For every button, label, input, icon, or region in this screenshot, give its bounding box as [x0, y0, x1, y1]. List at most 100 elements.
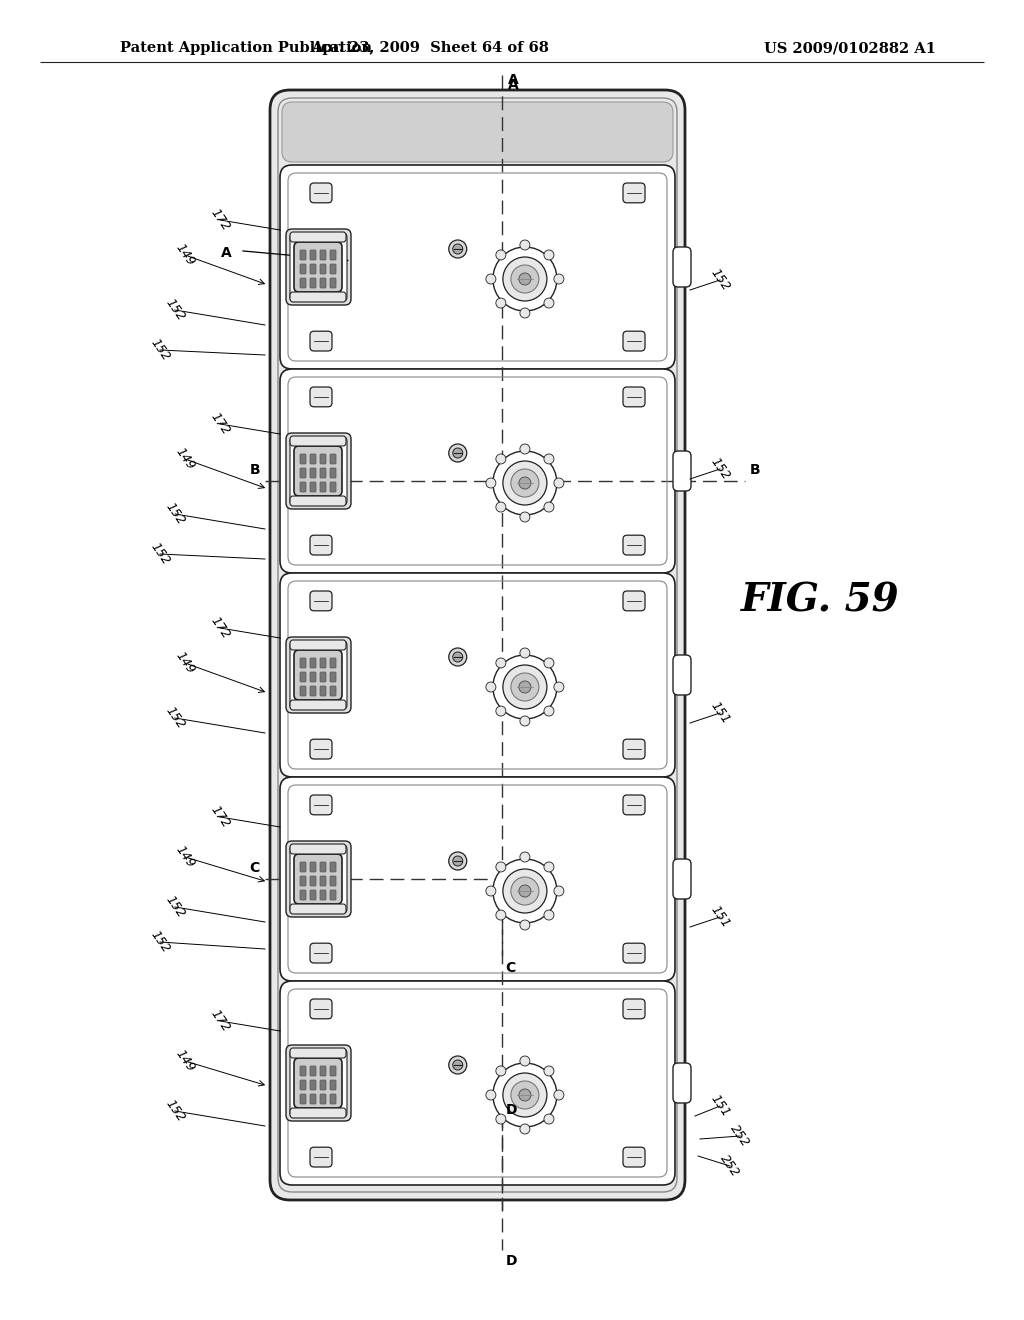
FancyBboxPatch shape [330, 469, 336, 478]
FancyBboxPatch shape [290, 1048, 346, 1059]
Circle shape [496, 657, 506, 668]
Circle shape [453, 1060, 463, 1071]
FancyBboxPatch shape [673, 451, 691, 491]
Circle shape [496, 1067, 506, 1076]
Text: Apr. 23, 2009  Sheet 64 of 68: Apr. 23, 2009 Sheet 64 of 68 [311, 41, 549, 55]
Text: 149: 149 [173, 242, 198, 268]
FancyBboxPatch shape [319, 454, 326, 465]
Text: 252: 252 [718, 1152, 742, 1180]
Text: 152: 152 [147, 337, 172, 363]
Text: 152: 152 [708, 267, 732, 293]
FancyBboxPatch shape [282, 102, 673, 162]
FancyBboxPatch shape [319, 482, 326, 492]
Circle shape [496, 862, 506, 873]
Circle shape [496, 909, 506, 920]
Text: 149: 149 [173, 649, 198, 677]
Text: FIG. 59: FIG. 59 [740, 581, 899, 619]
FancyBboxPatch shape [300, 862, 306, 873]
FancyBboxPatch shape [290, 436, 346, 446]
FancyBboxPatch shape [623, 999, 645, 1019]
FancyBboxPatch shape [330, 876, 336, 886]
FancyBboxPatch shape [330, 454, 336, 465]
FancyBboxPatch shape [310, 183, 332, 203]
Circle shape [519, 1089, 530, 1101]
FancyBboxPatch shape [319, 264, 326, 275]
FancyBboxPatch shape [310, 890, 316, 900]
FancyBboxPatch shape [310, 672, 316, 682]
Circle shape [493, 1063, 557, 1127]
FancyBboxPatch shape [330, 1067, 336, 1076]
Text: US 2009/0102882 A1: US 2009/0102882 A1 [764, 41, 936, 55]
Circle shape [554, 886, 564, 896]
FancyBboxPatch shape [290, 292, 346, 302]
Circle shape [554, 478, 564, 488]
Text: C: C [506, 961, 516, 974]
Circle shape [544, 1067, 554, 1076]
Circle shape [486, 886, 496, 896]
Circle shape [449, 648, 467, 667]
Circle shape [511, 1081, 539, 1109]
Circle shape [544, 909, 554, 920]
Circle shape [511, 265, 539, 293]
FancyBboxPatch shape [300, 876, 306, 886]
FancyBboxPatch shape [290, 845, 347, 913]
FancyBboxPatch shape [300, 279, 306, 288]
Text: 149: 149 [173, 1048, 198, 1074]
Circle shape [511, 469, 539, 498]
FancyBboxPatch shape [310, 535, 332, 554]
FancyBboxPatch shape [310, 876, 316, 886]
FancyBboxPatch shape [286, 638, 351, 713]
Circle shape [503, 257, 547, 301]
Text: 151: 151 [708, 700, 732, 726]
Circle shape [520, 512, 529, 521]
FancyBboxPatch shape [319, 249, 326, 260]
Circle shape [486, 478, 496, 488]
FancyBboxPatch shape [290, 496, 346, 506]
Circle shape [493, 655, 557, 719]
FancyBboxPatch shape [623, 183, 645, 203]
Text: 151: 151 [708, 1093, 732, 1119]
FancyBboxPatch shape [623, 944, 645, 964]
FancyBboxPatch shape [310, 1080, 316, 1090]
FancyBboxPatch shape [300, 1067, 306, 1076]
FancyBboxPatch shape [300, 1094, 306, 1104]
Text: Patent Application Publication: Patent Application Publication [120, 41, 372, 55]
Text: 152: 152 [163, 297, 187, 323]
Circle shape [554, 275, 564, 284]
Text: A: A [221, 246, 232, 260]
Text: 152: 152 [163, 894, 187, 920]
FancyBboxPatch shape [280, 573, 675, 777]
Circle shape [496, 706, 506, 715]
FancyBboxPatch shape [673, 655, 691, 696]
Circle shape [544, 862, 554, 873]
Circle shape [544, 454, 554, 463]
FancyBboxPatch shape [319, 890, 326, 900]
FancyBboxPatch shape [310, 686, 316, 696]
Circle shape [511, 876, 539, 906]
Circle shape [449, 851, 467, 870]
FancyBboxPatch shape [310, 279, 316, 288]
FancyBboxPatch shape [330, 264, 336, 275]
FancyBboxPatch shape [300, 264, 306, 275]
Circle shape [503, 1073, 547, 1117]
FancyBboxPatch shape [330, 482, 336, 492]
Circle shape [486, 682, 496, 692]
FancyBboxPatch shape [319, 1067, 326, 1076]
FancyBboxPatch shape [623, 591, 645, 611]
FancyBboxPatch shape [310, 999, 332, 1019]
Circle shape [519, 477, 530, 488]
FancyBboxPatch shape [319, 279, 326, 288]
FancyBboxPatch shape [330, 686, 336, 696]
Circle shape [453, 244, 463, 253]
FancyBboxPatch shape [623, 739, 645, 759]
FancyBboxPatch shape [310, 862, 316, 873]
FancyBboxPatch shape [310, 657, 316, 668]
FancyBboxPatch shape [294, 242, 342, 292]
FancyBboxPatch shape [310, 331, 332, 351]
Circle shape [496, 454, 506, 463]
FancyBboxPatch shape [300, 482, 306, 492]
Circle shape [554, 1090, 564, 1100]
FancyBboxPatch shape [310, 264, 316, 275]
FancyBboxPatch shape [623, 331, 645, 351]
Text: D: D [506, 1254, 517, 1269]
